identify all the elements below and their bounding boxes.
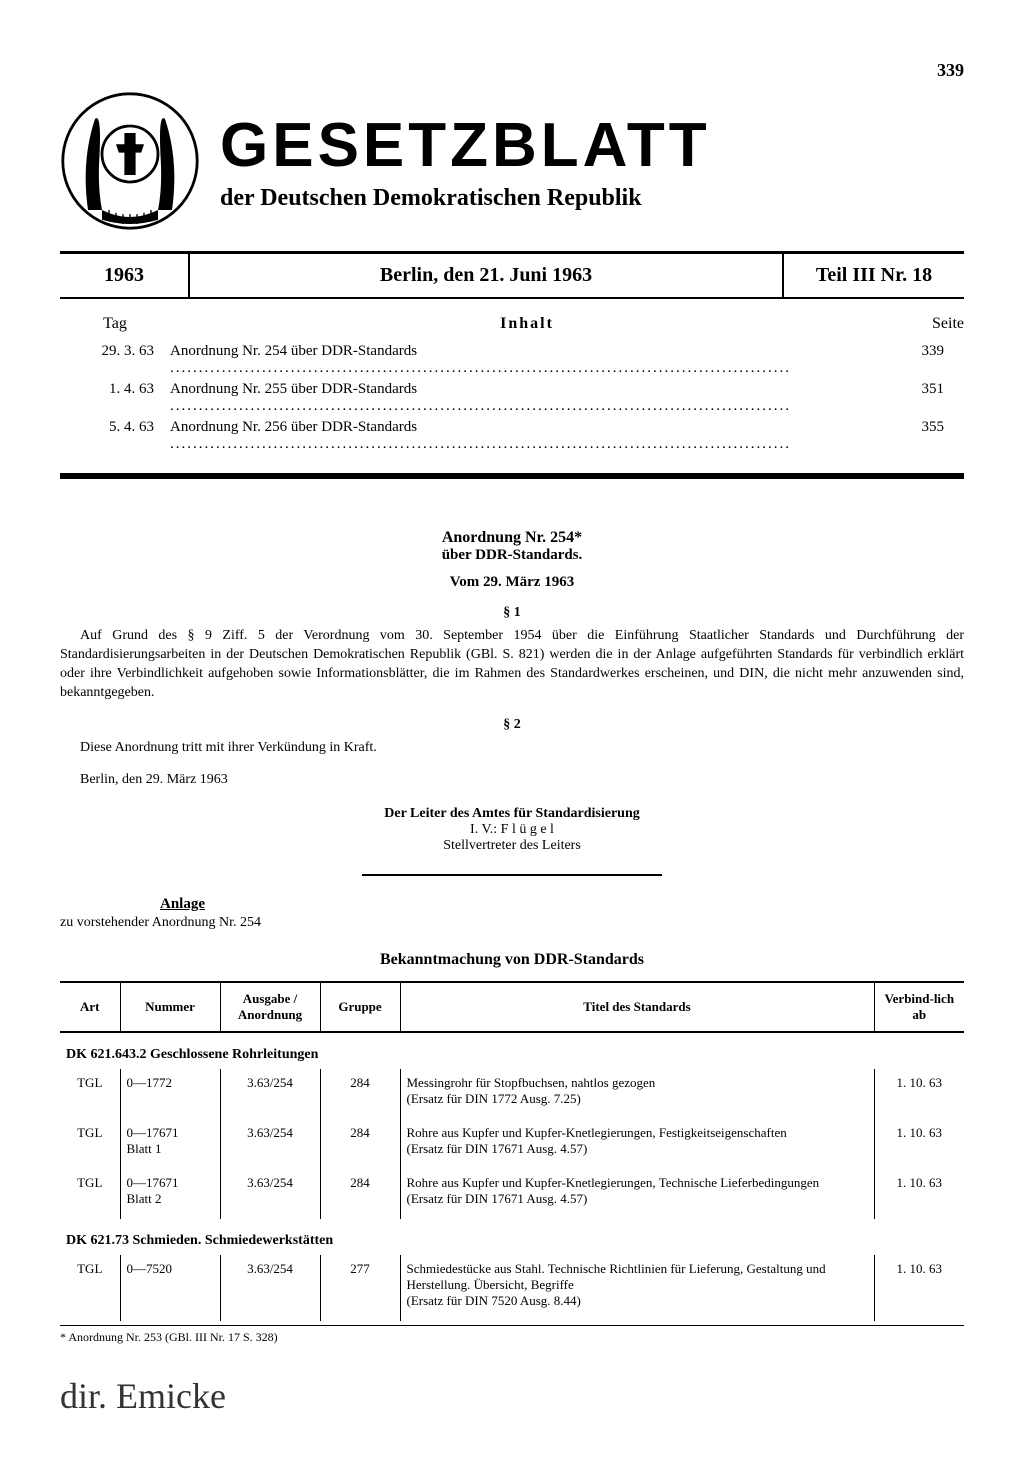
para1-text: Auf Grund des § 9 Ziff. 5 der Verordnung…: [60, 627, 964, 703]
table-of-contents: Tag Inhalt Seite 29. 3. 63Anordnung Nr. …: [60, 315, 964, 479]
signing-role: Stellvertreter des Leiters: [60, 838, 964, 854]
subtitle: der Deutschen Demokratischen Republik: [220, 185, 964, 212]
cell-art: TGL: [60, 1169, 120, 1219]
toc-row: 1. 4. 63Anordnung Nr. 255 über DDR-Stand…: [60, 381, 964, 415]
decree-subject: über DDR-Standards.: [60, 547, 964, 564]
issue-bar: 1963 Berlin, den 21. Juni 1963 Teil III …: [60, 251, 964, 299]
cell-verbindlich: 1. 10. 63: [874, 1119, 964, 1169]
th-verbindlich: Verbind-lich ab: [874, 982, 964, 1032]
standard-row: TGL0—17723.63/254284Messingrohr für Stop…: [60, 1069, 964, 1119]
toc-row: 29. 3. 63Anordnung Nr. 254 über DDR-Stan…: [60, 343, 964, 377]
divider: [362, 874, 662, 876]
handwritten-note: dir. Emicke: [60, 1375, 964, 1417]
signing-iv: I. V.: F l ü g e l: [60, 822, 964, 838]
standards-table: Art Nummer Ausgabe / Anordnung Gruppe Ti…: [60, 981, 964, 1321]
signing-office: Der Leiter des Amtes für Standardisierun…: [60, 806, 964, 822]
issue-part: Teil III Nr. 18: [784, 254, 964, 297]
anlage-label: Anlage: [160, 896, 964, 913]
toc-title: Anordnung Nr. 256 über DDR-Standards: [170, 419, 884, 453]
standard-row: TGL0—17671 Blatt 13.63/254284Rohre aus K…: [60, 1119, 964, 1169]
cell-nummer: 0—1772: [120, 1069, 220, 1119]
standard-row: TGL0—75203.63/254277Schmiedestücke aus S…: [60, 1255, 964, 1321]
signing-place-date: Berlin, den 29. März 1963: [60, 771, 964, 790]
cell-art: TGL: [60, 1255, 120, 1321]
toc-page: 351: [884, 381, 964, 415]
cell-gruppe: 277: [320, 1255, 400, 1321]
toc-page: 355: [884, 419, 964, 453]
section-heading: DK 621.643.2 Geschlossene Rohrleitungen: [60, 1032, 964, 1069]
main-title: GESETZBLATT: [220, 110, 964, 181]
cell-art: TGL: [60, 1119, 120, 1169]
cell-titel: Schmiedestücke aus Stahl. Technische Ric…: [400, 1255, 874, 1321]
cell-titel: Rohre aus Kupfer und Kupfer-Knetlegierun…: [400, 1119, 874, 1169]
decree-title: Anordnung Nr. 254*: [60, 529, 964, 547]
section-heading: DK 621.73 Schmieden. Schmiedewerkstätten: [60, 1219, 964, 1255]
cell-gruppe: 284: [320, 1119, 400, 1169]
cell-verbindlich: 1. 10. 63: [874, 1169, 964, 1219]
cell-nummer: 0—17671 Blatt 1: [120, 1119, 220, 1169]
para1-label: § 1: [60, 605, 964, 621]
toc-header-day: Tag: [60, 315, 170, 333]
cell-titel: Messingrohr für Stopfbuchsen, nahtlos ge…: [400, 1069, 874, 1119]
cell-ausgabe: 3.63/254: [220, 1169, 320, 1219]
toc-date: 29. 3. 63: [60, 343, 170, 377]
para2-label: § 2: [60, 717, 964, 733]
cell-verbindlich: 1. 10. 63: [874, 1069, 964, 1119]
toc-row: 5. 4. 63Anordnung Nr. 256 über DDR-Stand…: [60, 419, 964, 453]
cell-gruppe: 284: [320, 1169, 400, 1219]
cell-nummer: 0—17671 Blatt 2: [120, 1169, 220, 1219]
issue-place-date: Berlin, den 21. Juni 1963: [190, 254, 784, 297]
decree-header: Anordnung Nr. 254* über DDR-Standards. V…: [60, 529, 964, 591]
decree-date: Vom 29. März 1963: [60, 574, 964, 591]
footnote: * Anordnung Nr. 253 (GBl. III Nr. 17 S. …: [60, 1330, 964, 1345]
toc-page: 339: [884, 343, 964, 377]
toc-title: Anordnung Nr. 255 über DDR-Standards: [170, 381, 884, 415]
cell-ausgabe: 3.63/254: [220, 1255, 320, 1321]
toc-title: Anordnung Nr. 254 über DDR-Standards: [170, 343, 884, 377]
th-ausgabe: Ausgabe / Anordnung: [220, 982, 320, 1032]
toc-header-page: Seite: [884, 315, 964, 333]
para2-text: Diese Anordnung tritt mit ihrer Verkündu…: [60, 739, 964, 758]
toc-date: 1. 4. 63: [60, 381, 170, 415]
issue-year: 1963: [60, 254, 190, 297]
toc-date: 5. 4. 63: [60, 419, 170, 453]
cell-nummer: 0—7520: [120, 1255, 220, 1321]
cell-gruppe: 284: [320, 1069, 400, 1119]
footnote-rule: [60, 1325, 964, 1326]
anlage-heading: Bekanntmachung von DDR-Standards: [60, 951, 964, 969]
toc-header-content: Inhalt: [170, 315, 884, 333]
page-number: 339: [60, 60, 964, 81]
cell-ausgabe: 3.63/254: [220, 1069, 320, 1119]
th-gruppe: Gruppe: [320, 982, 400, 1032]
standard-row: TGL0—17671 Blatt 23.63/254284Rohre aus K…: [60, 1169, 964, 1219]
section-heading-row: DK 621.73 Schmieden. Schmiedewerkstätten: [60, 1219, 964, 1255]
masthead: GESETZBLATT der Deutschen Demokratischen…: [60, 91, 964, 231]
th-nummer: Nummer: [120, 982, 220, 1032]
state-emblem-icon: [60, 91, 200, 231]
cell-titel: Rohre aus Kupfer und Kupfer-Knetlegierun…: [400, 1169, 874, 1219]
cell-art: TGL: [60, 1069, 120, 1119]
cell-verbindlich: 1. 10. 63: [874, 1255, 964, 1321]
signature-block: Der Leiter des Amtes für Standardisierun…: [60, 806, 964, 854]
cell-ausgabe: 3.63/254: [220, 1119, 320, 1169]
section-heading-row: DK 621.643.2 Geschlossene Rohrleitungen: [60, 1032, 964, 1069]
th-titel: Titel des Standards: [400, 982, 874, 1032]
th-art: Art: [60, 982, 120, 1032]
anlage-sub: zu vorstehender Anordnung Nr. 254: [60, 915, 964, 931]
